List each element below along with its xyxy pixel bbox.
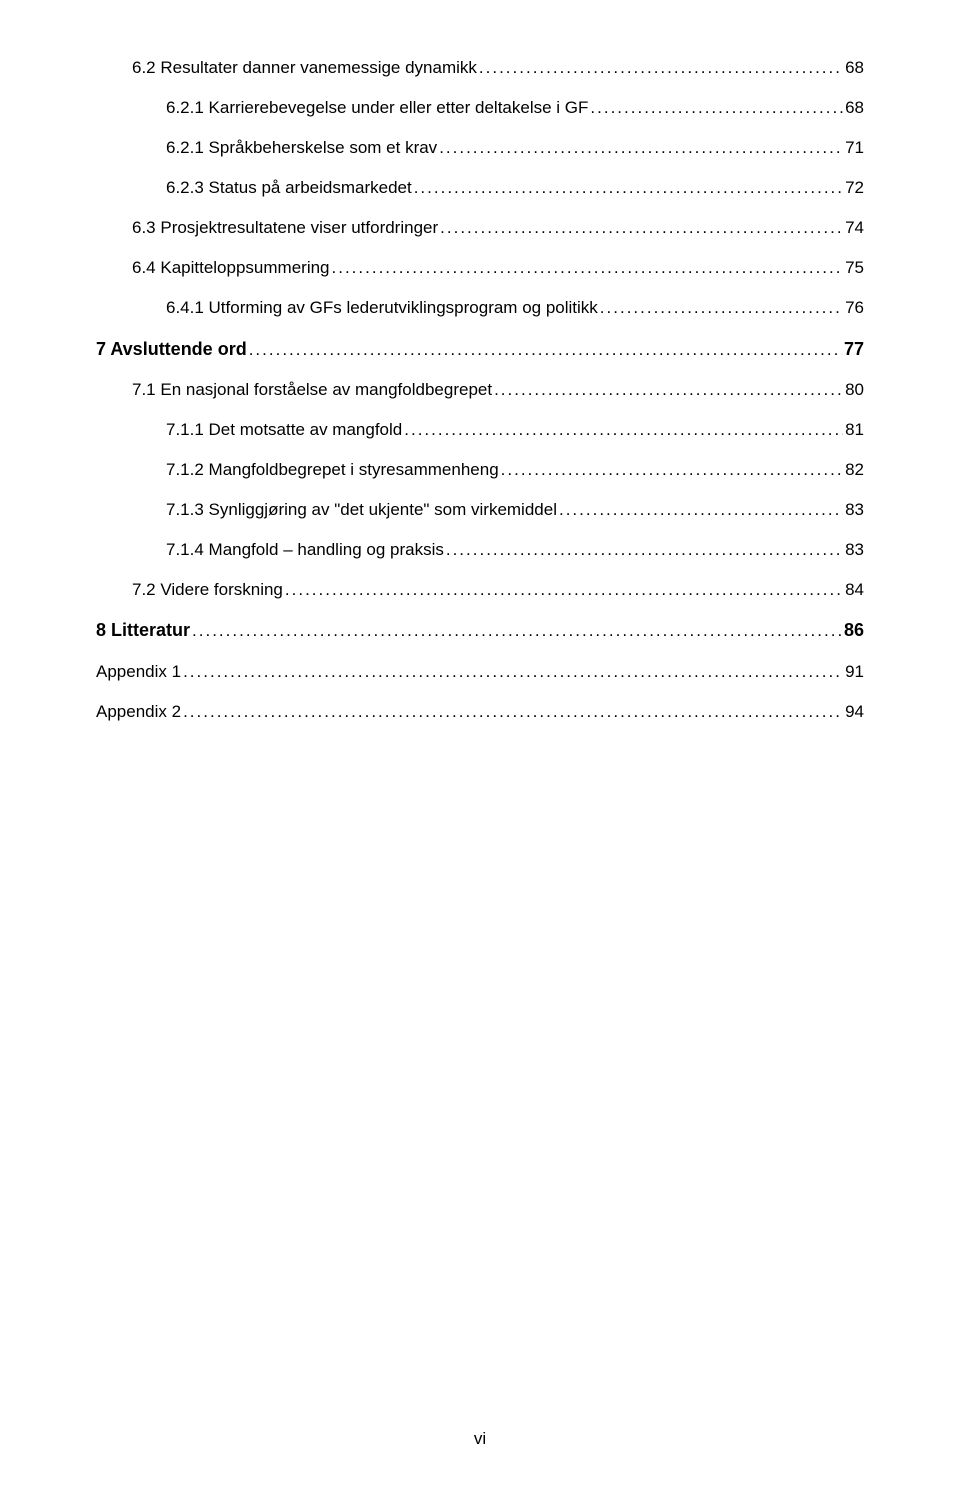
toc-entry-label: 7.2 Videre forskning	[132, 570, 283, 610]
toc-entry-page: 68	[845, 48, 864, 88]
toc-entry-page: 75	[845, 248, 864, 288]
toc-entry: 7.2 Videre forskning 84	[96, 570, 864, 610]
toc-dot-leader	[479, 48, 843, 88]
toc-entry-label: Appendix 1	[96, 652, 181, 692]
toc-entry-page: 94	[845, 692, 864, 732]
toc-entry-label: 6.2 Resultater danner vanemessige dynami…	[132, 48, 477, 88]
toc-dot-leader	[590, 88, 843, 128]
toc-dot-leader	[501, 450, 843, 490]
toc-entry: 7 Avsluttende ord 77	[96, 328, 864, 370]
toc-entry: 6.4 Kapitteloppsummering 75	[96, 248, 864, 288]
toc-entry-page: 80	[845, 370, 864, 410]
toc-dot-leader	[183, 652, 843, 692]
toc-dot-leader	[600, 288, 843, 328]
toc-entry-label: 7.1.3 Synliggjøring av "det ukjente" som…	[166, 490, 557, 530]
toc-entry-label: 6.2.3 Status på arbeidsmarkedet	[166, 168, 412, 208]
toc-dot-leader	[285, 570, 843, 610]
toc-entry: Appendix 1 91	[96, 652, 864, 692]
toc-entry-page: 81	[845, 410, 864, 450]
toc-entry: 6.3 Prosjektresultatene viser utfordring…	[96, 208, 864, 248]
toc-entry-label: 6.2.1 Karrierebevegelse under eller ette…	[166, 88, 588, 128]
toc-dot-leader	[446, 530, 843, 570]
toc-dot-leader	[192, 611, 842, 651]
toc-entry-page: 83	[845, 530, 864, 570]
toc-entry: 8 Litteratur 86	[96, 609, 864, 651]
toc-entry: 6.4.1 Utforming av GFs lederutviklingspr…	[96, 288, 864, 328]
page-number: vi	[0, 1429, 960, 1449]
toc-entry-page: 76	[845, 288, 864, 328]
toc-entry-label: Appendix 2	[96, 692, 181, 732]
toc-entry: 7.1.4 Mangfold – handling og praksis 83	[96, 530, 864, 570]
toc-entry: 6.2.1 Karrierebevegelse under eller ette…	[96, 88, 864, 128]
toc-dot-leader	[559, 490, 843, 530]
toc-entry-label: 6.3 Prosjektresultatene viser utfordring…	[132, 208, 438, 248]
toc-entry-page: 68	[845, 88, 864, 128]
toc-dot-leader	[439, 128, 843, 168]
toc-entry-label: 7.1.2 Mangfoldbegrepet i styresammenheng	[166, 450, 499, 490]
toc-dot-leader	[404, 410, 843, 450]
toc-entry-page: 72	[845, 168, 864, 208]
toc-dot-leader	[332, 248, 844, 288]
toc-entry-label: 7 Avsluttende ord	[96, 328, 247, 370]
toc-dot-leader	[440, 208, 843, 248]
toc-entry-label: 7.1 En nasjonal forståelse av mangfoldbe…	[132, 370, 492, 410]
toc-entry: 7.1.2 Mangfoldbegrepet i styresammenheng…	[96, 450, 864, 490]
toc-entry-label: 8 Litteratur	[96, 609, 190, 651]
toc-entry-label: 6.4.1 Utforming av GFs lederutviklingspr…	[166, 288, 598, 328]
toc-entry-page: 82	[845, 450, 864, 490]
toc-entry-label: 6.4 Kapitteloppsummering	[132, 248, 330, 288]
toc-entry: 7.1.3 Synliggjøring av "det ukjente" som…	[96, 490, 864, 530]
toc-entry: 6.2.1 Språkbeherskelse som et krav 71	[96, 128, 864, 168]
toc-entry: Appendix 2 94	[96, 692, 864, 732]
toc-entry-page: 77	[844, 328, 864, 370]
toc-entry: 6.2 Resultater danner vanemessige dynami…	[96, 48, 864, 88]
toc-dot-leader	[183, 692, 843, 732]
toc-dot-leader	[414, 168, 843, 208]
toc-entry-page: 86	[844, 609, 864, 651]
toc-entry-label: 6.2.1 Språkbeherskelse som et krav	[166, 128, 437, 168]
toc-entry-page: 71	[845, 128, 864, 168]
toc-entry: 7.1 En nasjonal forståelse av mangfoldbe…	[96, 370, 864, 410]
toc-entry-page: 91	[845, 652, 864, 692]
toc-entry-page: 74	[845, 208, 864, 248]
toc-entry-page: 83	[845, 490, 864, 530]
toc-dot-leader	[494, 370, 843, 410]
toc-entry: 6.2.3 Status på arbeidsmarkedet 72	[96, 168, 864, 208]
toc-entry-label: 7.1.1 Det motsatte av mangfold	[166, 410, 402, 450]
table-of-contents: 6.2 Resultater danner vanemessige dynami…	[96, 48, 864, 732]
toc-dot-leader	[249, 330, 842, 370]
toc-entry: 7.1.1 Det motsatte av mangfold 81	[96, 410, 864, 450]
toc-entry-label: 7.1.4 Mangfold – handling og praksis	[166, 530, 444, 570]
toc-entry-page: 84	[845, 570, 864, 610]
